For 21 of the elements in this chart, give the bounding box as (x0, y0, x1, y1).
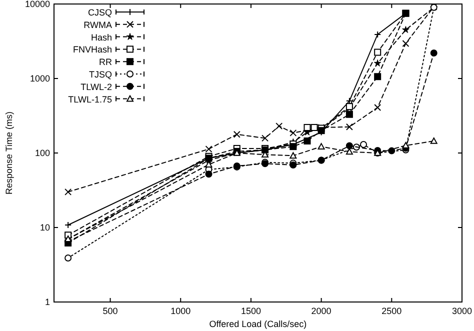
legend-label: RWMA (84, 20, 112, 30)
x-tick-label: 2500 (382, 306, 402, 316)
x-axis-title: Offered Load (Calls/sec) (209, 319, 307, 329)
x-tick-label: 1000 (170, 306, 191, 316)
y-tick-label: 10000 (24, 0, 50, 9)
y-tick-label: 1000 (30, 74, 50, 84)
y-tick-label: 10 (40, 222, 50, 232)
legend-label: TJSQ (88, 70, 112, 80)
x-tick-label: 2000 (311, 306, 332, 316)
y-axis-title: Response Time (ms) (4, 111, 14, 195)
x-tick-label: 3000 (452, 306, 472, 316)
legend-label: FNVHash (72, 44, 112, 55)
legend-label: TLWL-1.75 (68, 94, 112, 104)
x-tick-label: 500 (102, 306, 118, 316)
y-tick-label: 1 (44, 297, 50, 307)
legend-label: CJSQ (88, 8, 112, 18)
legend-label: TLWL-2 (80, 82, 112, 92)
legend-label: Hash (90, 32, 112, 42)
legend-label: RR (99, 57, 112, 68)
x-tick-label: 1500 (240, 306, 261, 316)
y-tick-label: 100 (34, 148, 50, 158)
